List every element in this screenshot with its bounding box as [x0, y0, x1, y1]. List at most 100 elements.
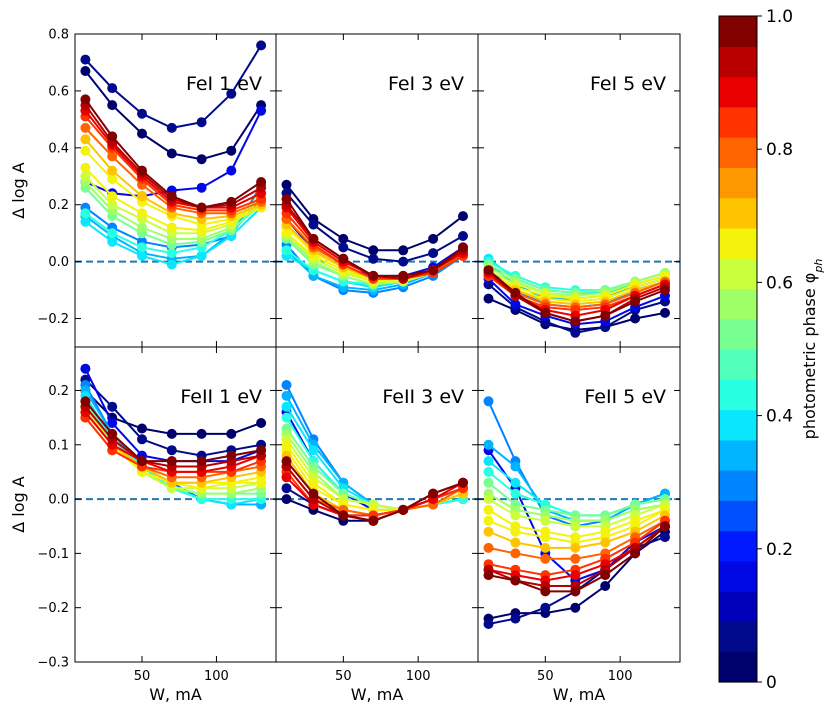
x-tick-label: 100: [406, 669, 431, 684]
data-point: [107, 174, 118, 185]
data-point: [428, 248, 439, 259]
panel-6-plot-area: [478, 396, 680, 629]
colorbar-segment: [719, 167, 757, 199]
colorbar-segment: [719, 379, 757, 411]
colorbar-segment: [719, 76, 757, 108]
data-point: [256, 105, 267, 116]
x-axis-label: W, mA: [351, 685, 404, 704]
data-point: [166, 148, 177, 159]
data-point: [398, 245, 409, 256]
data-point: [600, 581, 611, 591]
data-point: [166, 248, 177, 259]
data-point: [510, 488, 521, 499]
data-point: [107, 401, 118, 412]
panel-title: FeI 5 eV: [590, 73, 666, 95]
data-point: [80, 162, 91, 173]
data-point: [308, 219, 319, 230]
data-point: [166, 191, 177, 202]
x-tick-label: 50: [134, 669, 151, 684]
data-point: [600, 570, 611, 581]
data-point: [281, 412, 292, 423]
data-point: [428, 488, 439, 499]
data-point: [398, 270, 409, 281]
data-point: [137, 128, 147, 139]
data-point: [226, 428, 237, 439]
colorbar-segment: [719, 560, 757, 592]
colorbar-tick-label: 0.6: [766, 273, 793, 293]
data-point: [80, 66, 91, 76]
data-point: [570, 521, 581, 532]
data-point: [226, 165, 237, 176]
data-point: [80, 122, 91, 133]
data-point: [540, 515, 551, 526]
data-point: [308, 488, 319, 499]
series-phase-0.08: [80, 40, 267, 133]
data-point: [80, 171, 91, 182]
data-point: [483, 494, 494, 505]
data-point: [428, 233, 439, 244]
colorbar-segment: [719, 651, 757, 683]
data-point: [338, 510, 349, 521]
data-point: [510, 477, 521, 488]
panel-title: FeII 3 eV: [382, 386, 464, 408]
data-point: [308, 233, 319, 244]
data-point: [483, 396, 494, 407]
data-point: [196, 456, 207, 467]
y-tick-label: 0.8: [48, 28, 69, 43]
colorbar-segment: [719, 258, 757, 290]
data-point: [458, 211, 468, 222]
colorbar-label: photometric phase φph: [800, 259, 825, 440]
data-point: [660, 307, 670, 318]
data-point: [196, 154, 207, 165]
colorbar-segment: [719, 349, 757, 380]
data-point: [80, 145, 91, 156]
data-point: [398, 256, 409, 267]
y-tick-label: −0.1: [37, 547, 69, 562]
data-point: [570, 553, 581, 564]
y-tick-label: 0.2: [48, 198, 69, 213]
y-axis-label: Δ log A: [9, 476, 28, 533]
panel-1-plot-area: [75, 40, 276, 270]
data-point: [256, 177, 267, 187]
data-point: [570, 602, 581, 613]
data-point: [510, 548, 521, 559]
data-point: [281, 380, 292, 390]
colorbar-frame: [718, 15, 758, 683]
data-point: [338, 253, 349, 264]
data-point: [570, 570, 581, 581]
data-point: [107, 100, 118, 111]
colorbar-segment: [719, 470, 757, 501]
data-point: [660, 285, 670, 296]
data-point: [483, 456, 494, 467]
data-point: [570, 586, 581, 597]
data-point: [308, 445, 319, 456]
panel-3-plot-area: [478, 253, 680, 338]
y-tick-label: 0.4: [48, 141, 69, 156]
data-point: [540, 542, 551, 553]
series-phase-0.98: [80, 396, 267, 467]
data-point: [166, 122, 177, 133]
data-point: [226, 145, 237, 156]
data-point: [510, 510, 521, 521]
data-point: [483, 477, 494, 488]
panel-title: FeI 1 eV: [186, 73, 262, 95]
data-point: [256, 445, 267, 456]
colorbar-segment: [719, 46, 757, 78]
data-point: [137, 222, 147, 233]
data-point: [540, 602, 551, 613]
data-point: [483, 542, 494, 553]
data-point: [483, 439, 494, 450]
data-point: [137, 250, 147, 261]
data-point: [107, 428, 118, 439]
y-tick-label: 0.0: [48, 493, 69, 508]
data-point: [281, 390, 292, 401]
data-point: [107, 83, 118, 94]
data-point: [281, 179, 292, 190]
colorbar-tick-label: 0.2: [766, 540, 793, 560]
y-tick-label: 0.0: [48, 255, 69, 270]
data-point: [166, 428, 177, 439]
data-point: [510, 575, 521, 586]
data-point: [166, 259, 177, 270]
x-axis-label: W, mA: [553, 685, 606, 704]
data-point: [256, 40, 267, 51]
